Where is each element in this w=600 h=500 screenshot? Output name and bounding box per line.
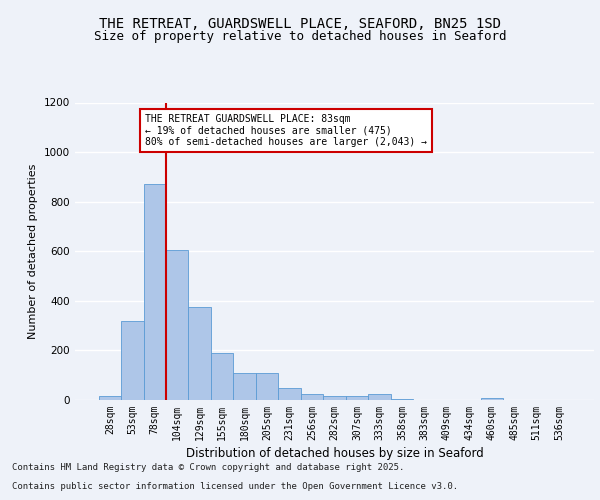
Bar: [166, 250, 188, 400]
Bar: [121, 320, 143, 400]
Bar: [278, 388, 301, 400]
Y-axis label: Number of detached properties: Number of detached properties: [28, 164, 38, 339]
Bar: [143, 184, 166, 400]
Bar: [368, 394, 391, 400]
Bar: [346, 396, 368, 400]
Bar: [323, 396, 346, 400]
Text: THE RETREAT, GUARDSWELL PLACE, SEAFORD, BN25 1SD: THE RETREAT, GUARDSWELL PLACE, SEAFORD, …: [99, 18, 501, 32]
X-axis label: Distribution of detached houses by size in Seaford: Distribution of detached houses by size …: [185, 447, 484, 460]
Bar: [211, 353, 233, 400]
Bar: [233, 372, 256, 400]
Bar: [301, 394, 323, 400]
Bar: [391, 399, 413, 400]
Text: Contains public sector information licensed under the Open Government Licence v3: Contains public sector information licen…: [12, 482, 458, 491]
Text: THE RETREAT GUARDSWELL PLACE: 83sqm
← 19% of detached houses are smaller (475)
8: THE RETREAT GUARDSWELL PLACE: 83sqm ← 19…: [145, 114, 427, 147]
Text: Size of property relative to detached houses in Seaford: Size of property relative to detached ho…: [94, 30, 506, 43]
Bar: [188, 307, 211, 400]
Bar: [481, 398, 503, 400]
Text: Contains HM Land Registry data © Crown copyright and database right 2025.: Contains HM Land Registry data © Crown c…: [12, 464, 404, 472]
Bar: [98, 396, 121, 400]
Bar: [256, 372, 278, 400]
